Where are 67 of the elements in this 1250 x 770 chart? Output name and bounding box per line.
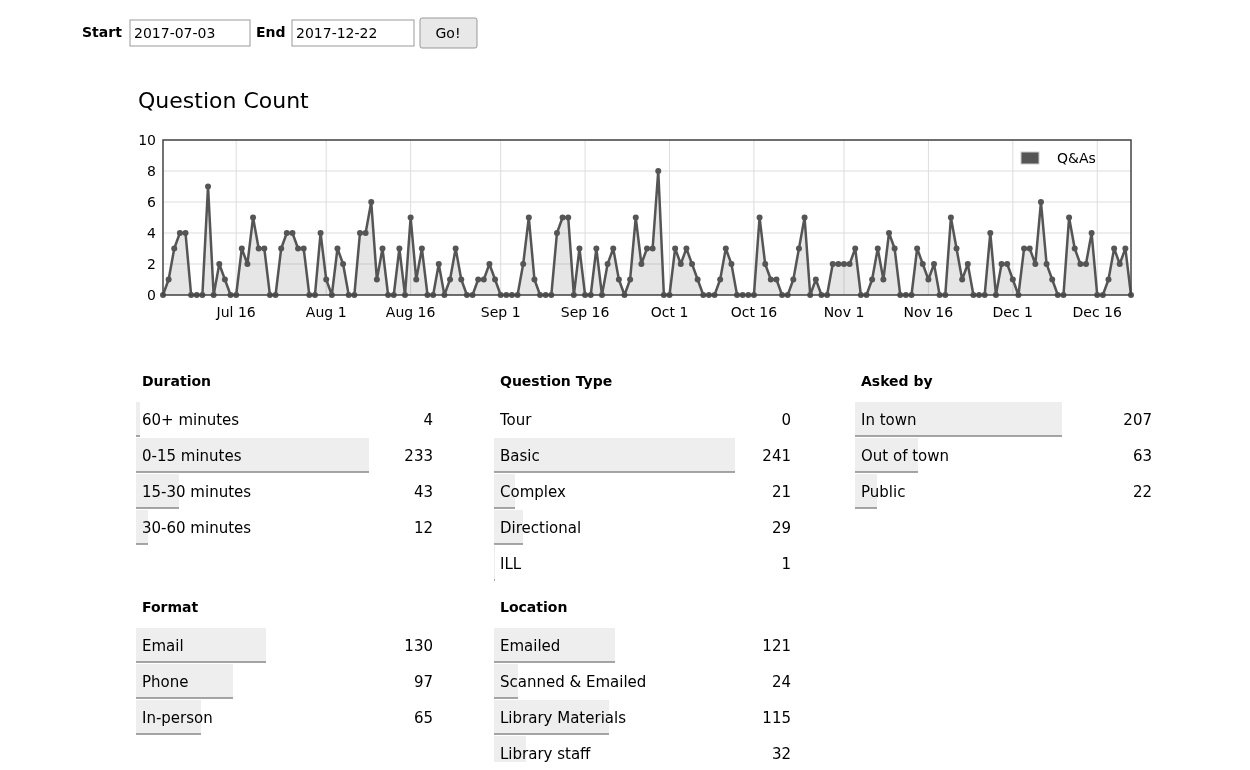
y-tick-label: Emailed [500, 637, 561, 655]
legend-label: Q&As [1057, 150, 1096, 166]
y-tick-label: 10 [138, 132, 156, 148]
y-tick-label: Library Materials [500, 709, 627, 727]
y-tick-label: 8 [147, 163, 156, 179]
y-tick-label: Directional [500, 519, 582, 537]
x-tick-label: Aug 1 [305, 304, 347, 320]
text: 2017-12-22 [296, 25, 378, 41]
chart-title: Duration [142, 373, 212, 389]
x-tick-label: Aug 16 [385, 304, 436, 320]
chart-title: Question Count [138, 88, 310, 113]
data-label: 130 [404, 637, 433, 655]
y-tick-label: 60+ minutes [142, 411, 240, 429]
text: End [256, 24, 286, 40]
data-label: 29 [771, 519, 791, 537]
y-tick-label: Complex [500, 483, 566, 501]
chart-title: Question Type [500, 373, 613, 389]
x-tick-label: Jul 16 [215, 304, 256, 320]
chart-title: Location [500, 599, 568, 615]
data-label: 12 [413, 519, 433, 537]
x-tick-label: Dec 1 [992, 304, 1034, 320]
y-tick-label: 6 [147, 194, 157, 210]
data-label: 207 [1123, 411, 1152, 429]
y-tick-label: Email [142, 637, 184, 655]
y-tick-label: 30-60 minutes [142, 519, 252, 537]
y-tick-label: 4 [147, 225, 157, 241]
data-label: 22 [1132, 483, 1152, 501]
y-tick-label: In town [861, 411, 917, 429]
y-tick-label: Basic [500, 447, 540, 465]
y-tick-label: 0 [147, 287, 156, 303]
y-tick-label: In-person [142, 709, 213, 727]
data-label: 97 [413, 673, 433, 691]
data-label: 32 [771, 745, 791, 763]
data-label: 21 [771, 483, 791, 501]
text: 2017-07-03 [134, 25, 216, 41]
text: Start [82, 24, 123, 40]
data-label: 241 [762, 447, 791, 465]
y-tick-label: Library staff [500, 745, 592, 763]
y-tick-label: Scanned & Emailed [500, 673, 647, 691]
x-tick-label: Oct 1 [650, 304, 689, 320]
x-tick-label: Nov 1 [823, 304, 865, 320]
data-label: 115 [762, 709, 791, 727]
y-tick-label: Tour [499, 411, 533, 429]
data-label: 0 [781, 411, 791, 429]
data-label: 1 [781, 555, 791, 573]
y-tick-label: 15-30 minutes [142, 483, 252, 501]
data-label: 24 [771, 673, 791, 691]
text: Go! [435, 25, 461, 41]
y-tick-label: Public [861, 483, 906, 501]
x-tick-label: Oct 16 [730, 304, 778, 320]
data-label: 121 [762, 637, 791, 655]
data-label: 43 [413, 483, 433, 501]
y-tick-label: 0-15 minutes [142, 447, 242, 465]
y-tick-label: ILL [500, 555, 522, 573]
y-tick-label: Phone [142, 673, 189, 691]
x-tick-label: Sep 1 [480, 304, 521, 320]
data-label: 4 [423, 411, 433, 429]
chart-title: Format [142, 599, 199, 615]
x-tick-label: Dec 16 [1072, 304, 1122, 320]
data-label: 63 [1132, 447, 1152, 465]
data-label: 65 [413, 709, 433, 727]
chart-title: Asked by [861, 373, 933, 389]
y-tick-label: Out of town [861, 447, 950, 465]
x-tick-label: Sep 16 [560, 304, 610, 320]
data-label: 233 [404, 447, 433, 465]
x-tick-label: Nov 16 [903, 304, 954, 320]
y-tick-label: 2 [147, 256, 156, 272]
